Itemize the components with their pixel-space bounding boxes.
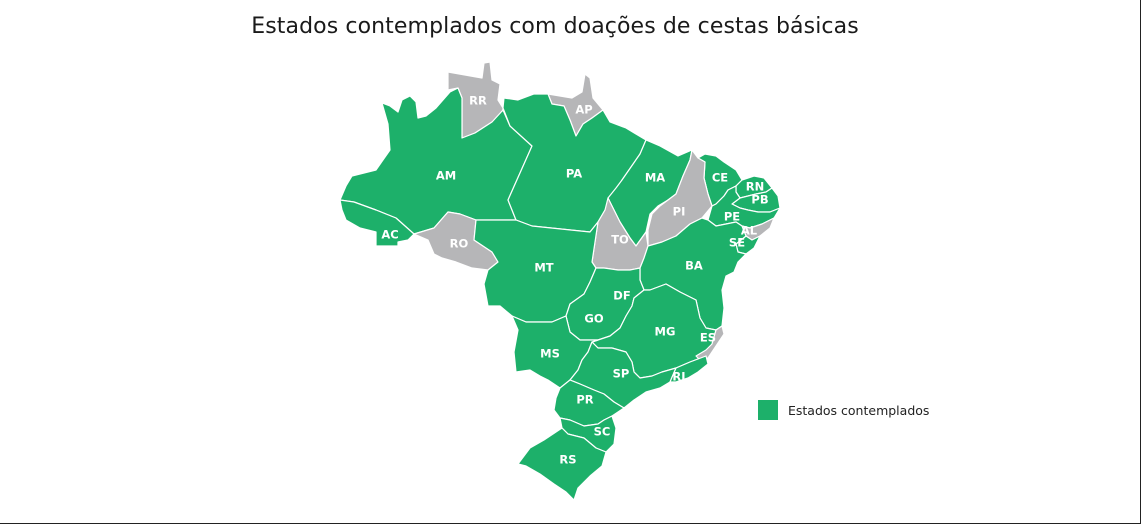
state-label-mg: MG — [655, 325, 676, 339]
state-label-ap: AP — [575, 103, 592, 117]
state-label-mt: MT — [534, 261, 553, 275]
state-label-rs: RS — [559, 453, 576, 467]
state-label-pb: PB — [751, 193, 768, 207]
state-label-ro: RO — [450, 237, 469, 251]
state-label-pe: PE — [724, 210, 740, 224]
state-label-df: DF — [613, 289, 630, 303]
state-label-ma: MA — [645, 171, 665, 185]
state-sp — [569, 341, 677, 409]
state-label-pi: PI — [673, 205, 686, 219]
state-label-am: AM — [436, 169, 456, 183]
legend-swatch-contemplated — [758, 400, 778, 420]
state-rs — [517, 427, 607, 501]
state-label-rr: RR — [469, 94, 487, 108]
legend: Estados contemplados — [758, 400, 929, 420]
state-label-pa: PA — [566, 167, 582, 181]
map-title: Estados contemplados com doações de cest… — [251, 14, 859, 39]
state-label-go: GO — [584, 312, 603, 326]
state-label-rn: RN — [746, 180, 764, 194]
state-rj — [669, 355, 709, 383]
state-label-sc: SC — [594, 425, 611, 439]
state-label-sp: SP — [613, 367, 630, 381]
state-label-al: AL — [741, 224, 758, 238]
state-label-ms: MS — [540, 347, 560, 361]
state-label-es: ES — [700, 331, 716, 345]
state-label-rj: RJ — [672, 370, 685, 384]
state-label-to: TO — [611, 233, 629, 247]
state-label-ac: AC — [381, 228, 398, 242]
state-ac — [339, 199, 415, 247]
state-label-ce: CE — [712, 171, 728, 185]
state-label-pr: PR — [576, 393, 593, 407]
state-label-ba: BA — [685, 259, 703, 273]
legend-label: Estados contemplados — [788, 402, 930, 418]
state-label-se: SE — [729, 236, 745, 250]
